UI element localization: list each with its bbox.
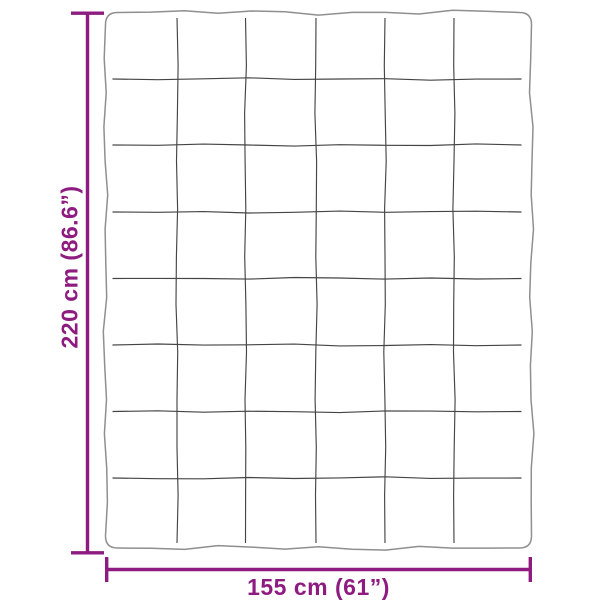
quilt-grid-horizontal-line [112, 210, 522, 214]
quilt-grid-vertical-line [314, 17, 318, 544]
quilt-grid-vertical-line [452, 17, 456, 544]
quilt-grid-vertical-line [244, 17, 248, 544]
quilt-grid-horizontal-line [112, 77, 522, 81]
quilt-grid-horizontal-line [112, 410, 522, 414]
quilt-grid-vertical-line [383, 17, 387, 544]
quilt-grid-horizontal-line [112, 143, 522, 147]
blanket-outline [102, 9, 535, 551]
quilt-grid-horizontal-line [112, 476, 522, 480]
quilt-grid-vertical-line [175, 17, 179, 544]
quilt-grid-horizontal-line [112, 276, 522, 280]
height-dimension-label: 220 cm (86.6”) [56, 185, 83, 349]
quilt-grid-horizontal-line [112, 343, 522, 347]
width-dimension-label: 155 cm (61”) [247, 574, 390, 600]
